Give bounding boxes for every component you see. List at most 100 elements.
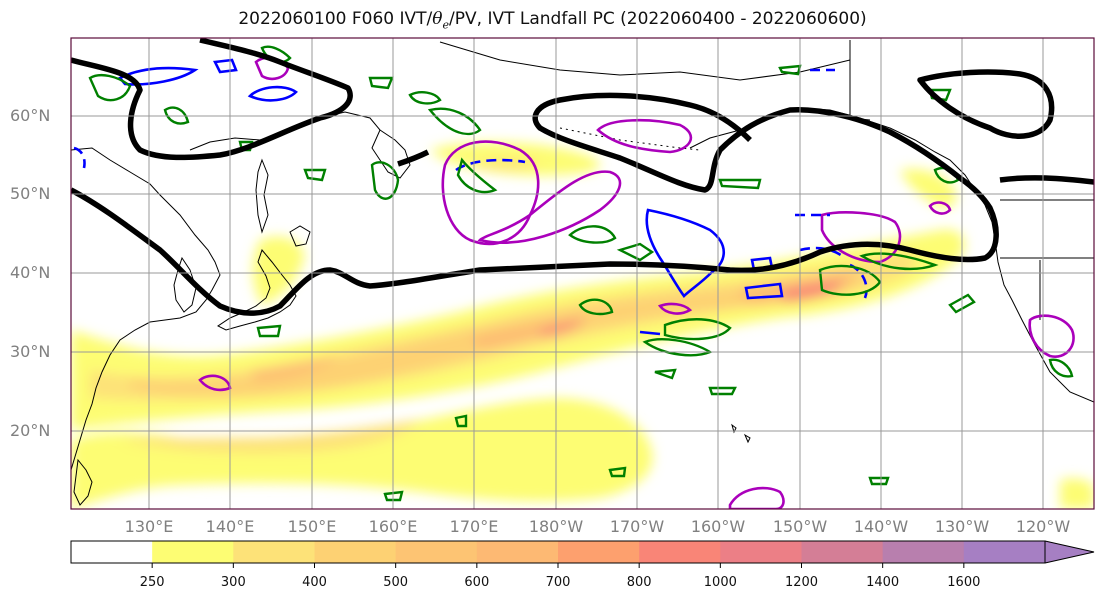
asia-coastline [71, 147, 221, 471]
colorbar-tick-label: 1200 [784, 575, 819, 590]
green-contours [88, 45, 1074, 502]
colorbar-swatch [639, 541, 721, 563]
longitude-label: 150°E [287, 517, 337, 536]
hokkaido-coastline [289, 225, 311, 247]
map-title: 2022060100 F060 IVT/θe/PV, IVT Landfall … [238, 9, 867, 32]
ivt-band [250, 356, 340, 380]
theta-e-contour [397, 149, 430, 167]
longitude-label: 150°W [772, 517, 828, 536]
theta-e-contour [71, 38, 353, 161]
longitude-label: 140°W [853, 517, 909, 536]
magenta-contour [657, 302, 693, 315]
colorbar-tick-label: 1000 [703, 575, 737, 590]
green-contour [568, 225, 617, 244]
longitude-label: 170°E [449, 517, 499, 536]
longitude-label: 130°W [934, 517, 990, 536]
latitude-label: 20°N [10, 421, 51, 440]
green-contour [663, 318, 732, 341]
latitude-label: 50°N [10, 184, 51, 203]
blue-contour [213, 58, 238, 74]
green-contour [718, 178, 762, 190]
colorbar-tick-label: 250 [139, 575, 165, 590]
latitude-label: 40°N [10, 263, 51, 282]
blue-contour [645, 208, 726, 298]
ivt-band [470, 316, 590, 348]
colorbar-swatch [963, 541, 1046, 563]
colorbar-swatch [558, 541, 640, 563]
green-contour [368, 76, 394, 90]
longitude-label: 140°E [205, 517, 255, 536]
green-contour [456, 157, 498, 194]
ivt-band [1060, 478, 1094, 509]
blue-contour [639, 330, 661, 336]
ivt-band [430, 142, 600, 176]
green-contour [383, 490, 404, 502]
blue-contour [73, 146, 86, 169]
blue-contour [117, 66, 199, 86]
ivt-band [900, 168, 957, 208]
green-contour [88, 74, 132, 102]
ivt-band [120, 420, 420, 453]
green-contour [256, 324, 282, 338]
magenta-contour [596, 118, 693, 154]
colorbar-tick-label: 700 [545, 575, 571, 590]
green-contour [1048, 358, 1074, 378]
sakhalin-coastline [255, 158, 269, 234]
ivt-band [540, 320, 585, 336]
colorbar-tick-label: 1400 [866, 575, 900, 590]
green-contour [608, 466, 627, 478]
longitude-label: 120°W [1015, 517, 1071, 536]
green-contour [818, 264, 882, 296]
longitude-label: 160°E [368, 517, 418, 536]
philippines-coastline [73, 458, 93, 506]
colorbar-swatch [71, 541, 153, 563]
green-contour [708, 386, 737, 396]
blue-contour [744, 282, 784, 300]
blue-contour [247, 85, 298, 102]
magenta-contour [1028, 314, 1075, 358]
green-contour [408, 91, 442, 105]
green-contour [163, 106, 190, 125]
latitude-label: 60°N [10, 106, 51, 125]
aleutian-chain [559, 127, 701, 151]
colorbar-tick-label: 600 [464, 575, 490, 590]
colorbar-tick-label: 800 [626, 575, 652, 590]
longitude-label: 170°W [609, 517, 665, 536]
colorbar-swatch [395, 541, 478, 563]
green-contour [303, 168, 327, 182]
japan-coastline [217, 248, 297, 331]
blue-contour [799, 246, 846, 260]
ivt-fill [71, 142, 1094, 509]
colorbar-tick-label: 500 [383, 575, 409, 590]
theta-e-contour [999, 175, 1094, 185]
green-contour [654, 368, 677, 380]
colorbar-swatch [720, 541, 802, 563]
colorbar-tick-label: 1600 [947, 575, 981, 590]
colorbar-swatch [476, 541, 559, 563]
colorbar-extend-arrow [1045, 541, 1094, 563]
colorbar-swatch [233, 541, 315, 563]
colorbar-tick-label: 300 [220, 575, 246, 590]
colorbar-tick-label: 400 [302, 575, 327, 590]
colorbar-swatch [801, 541, 884, 563]
map-frame [70, 37, 1095, 510]
green-contour [868, 476, 890, 486]
hawaii-islands [731, 423, 751, 444]
longitude-label: 160°W [690, 517, 746, 536]
magenta-contour [477, 170, 622, 244]
korea-coastline [173, 256, 197, 313]
colorbar-swatch [314, 541, 397, 563]
green-contour [578, 298, 614, 316]
green-contour [616, 242, 655, 262]
green-contour [778, 64, 802, 76]
longitude-label: 130°E [124, 517, 174, 536]
green-contour [454, 414, 468, 428]
colorbar-swatch [152, 541, 234, 563]
longitude-label: 180°W [528, 517, 584, 536]
green-contour [370, 161, 400, 200]
ivt-band [71, 398, 653, 509]
green-contour [427, 107, 482, 136]
kamchatka-coastline [371, 129, 411, 179]
